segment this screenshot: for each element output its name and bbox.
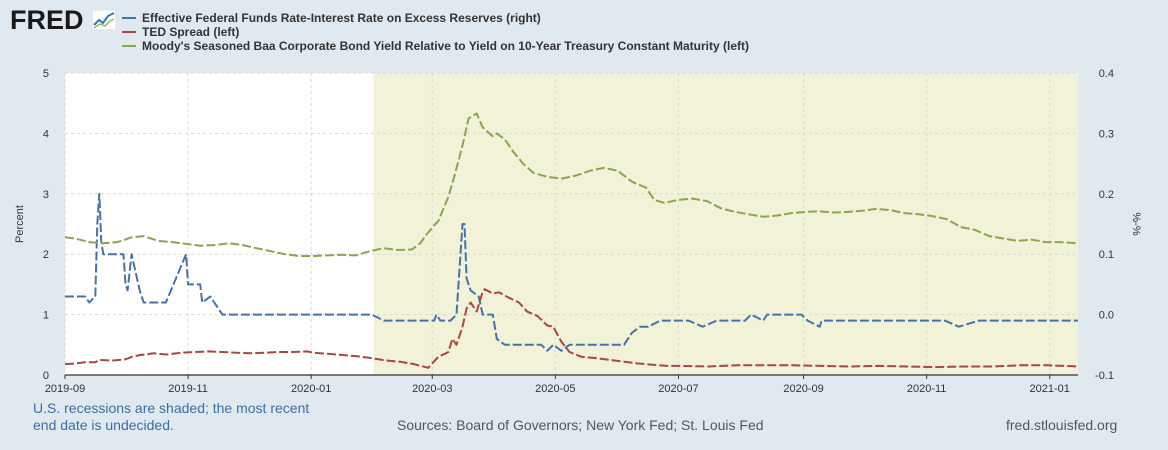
legend-item-baa-spread[interactable]: Moody's Seasoned Baa Corporate Bond Yiel… [122,39,749,53]
sources-note: Sources: Board of Governors; New York Fe… [397,417,764,433]
y2-tick-label: 0.0 [1099,310,1114,322]
y2-tick-label: 0.3 [1099,128,1114,140]
y2-axis-label: %-% [1130,212,1142,235]
x-tick-label: 2020-07 [658,383,698,395]
chart-line-icon [92,10,116,30]
x-tick-label: 2019-09 [45,383,85,395]
legend-item-fed-funds[interactable]: Effective Federal Funds Rate-Interest Ra… [122,11,749,25]
legend-label: Effective Federal Funds Rate-Interest Ra… [142,11,541,25]
series-line-1 [64,288,1079,369]
legend-swatch [122,17,136,19]
legend-label: TED Spread (left) [142,25,240,39]
recession-note: U.S. recessions are shaded; the most rec… [33,400,309,434]
legend-swatch [122,45,136,47]
y-tick-label: 2 [43,249,49,261]
line-chart: 0 -0.1 1 0.0 2 0.1 3 0.2 4 0.3 5 0.4 2019-09 2019-11 2… [14,68,1142,395]
recession-note-line: U.S. recessions are shaded; the most rec… [33,400,310,416]
gridlines [64,72,1078,375]
x-tick-label: 2021-01 [1030,383,1070,395]
x-tick-label: 2020-03 [412,383,452,395]
legend-label: Moody's Seasoned Baa Corporate Bond Yiel… [142,39,749,53]
x-tick-label: 2020-05 [535,383,575,395]
site-link[interactable]: fred.stlouisfed.org [1006,417,1118,433]
y-axis-label: Percent [14,205,26,243]
legend-swatch [122,31,136,33]
recession-shading [373,73,1078,375]
y2-tick-label: 0.2 [1099,189,1114,201]
x-tick-label: 2019-11 [168,383,208,395]
recession-note-line: end date is undecided. [33,417,174,433]
y2-tick-label: -0.1 [1095,370,1114,382]
series-line-0 [65,192,1078,352]
y-tick-label: 4 [43,128,49,140]
legend-item-ted-spread[interactable]: TED Spread (left) [122,25,749,39]
axes: 0 -0.1 1 0.0 2 0.1 3 0.2 4 0.3 5 0.4 2019-09 2019-11 2… [43,68,1114,395]
y-tick-label: 3 [43,189,49,201]
series-layer [64,112,1079,369]
chart-legend: Effective Federal Funds Rate-Interest Ra… [122,11,749,53]
y-tick-label: 1 [43,310,49,322]
y-tick-label: 5 [43,68,49,80]
y-tick-label: 0 [43,370,49,382]
recession-band [373,73,1078,375]
y2-tick-label: 0.1 [1099,249,1114,261]
x-tick-label: 2020-11 [907,383,947,395]
x-tick-label: 2020-09 [783,383,823,395]
fred-logo[interactable]: FRED [10,5,84,35]
y2-tick-label: 0.4 [1099,68,1114,80]
series-line-2 [64,112,1079,257]
x-tick-label: 2020-01 [291,383,331,395]
